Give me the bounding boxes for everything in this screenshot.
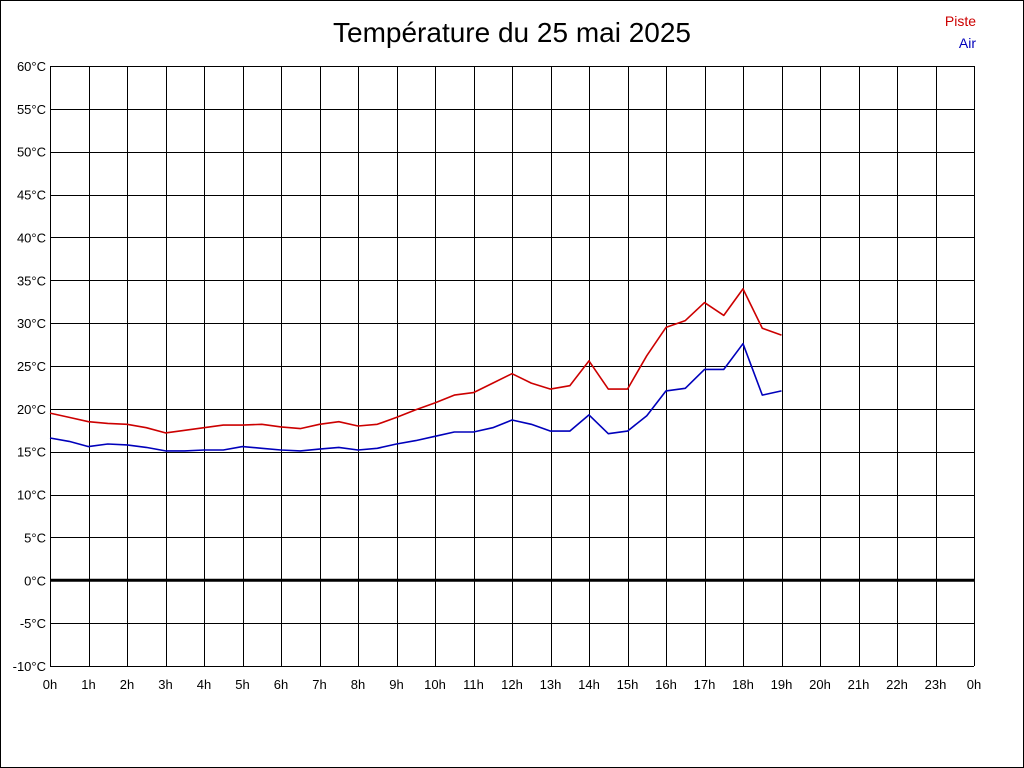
x-tick-label: 16h xyxy=(655,677,677,692)
series-line-piste xyxy=(49,288,782,434)
x-tick-label: 21h xyxy=(848,677,870,692)
x-tick-label: 5h xyxy=(235,677,249,692)
x-tick-label: 10h xyxy=(424,677,446,692)
y-tick-label: 50°C xyxy=(17,145,46,160)
y-tick-label: -5°C xyxy=(20,616,46,631)
x-tick-label: 13h xyxy=(540,677,562,692)
x-tick-label: 1h xyxy=(81,677,95,692)
x-tick-label: 19h xyxy=(771,677,793,692)
x-tick-label: 8h xyxy=(351,677,365,692)
y-tick-label: 45°C xyxy=(17,188,46,203)
legend-piste: Piste xyxy=(944,13,976,29)
x-tick-label: 9h xyxy=(389,677,403,692)
x-tick-label: 6h xyxy=(274,677,288,692)
x-tick-label: 4h xyxy=(197,677,211,692)
chart-title: Température du 25 mai 2025 xyxy=(333,17,691,48)
x-tick-label: 20h xyxy=(809,677,831,692)
x-tick-label: 15h xyxy=(617,677,639,692)
y-tick-label: -10°C xyxy=(13,659,46,674)
y-tick-label: 0°C xyxy=(24,573,46,588)
x-tick-label: 18h xyxy=(732,677,754,692)
x-tick-label: 0h xyxy=(967,677,981,692)
y-tick-label: 40°C xyxy=(17,230,46,245)
y-tick-label: 30°C xyxy=(17,316,46,331)
series-line-air xyxy=(49,342,782,452)
x-tick-label: 23h xyxy=(925,677,947,692)
x-tick-label: 7h xyxy=(312,677,326,692)
y-tick-label: 10°C xyxy=(17,488,46,503)
x-tick-label: 14h xyxy=(578,677,600,692)
x-tick-label: 22h xyxy=(886,677,908,692)
y-tick-label: 35°C xyxy=(17,273,46,288)
y-tick-label: 25°C xyxy=(17,359,46,374)
x-tick-label: 0h xyxy=(43,677,57,692)
y-tick-label: 60°C xyxy=(17,59,46,74)
x-tick-label: 17h xyxy=(694,677,716,692)
y-tick-label: 15°C xyxy=(17,445,46,460)
legend-air: Air xyxy=(958,35,976,51)
x-tick-label: 11h xyxy=(463,677,484,692)
y-tick-label: 55°C xyxy=(17,102,46,117)
y-tick-label: 20°C xyxy=(17,402,46,417)
y-tick-label: 5°C xyxy=(24,530,46,545)
x-tick-label: 2h xyxy=(120,677,134,692)
x-tick-label: 3h xyxy=(158,677,172,692)
x-tick-label: 12h xyxy=(501,677,523,692)
